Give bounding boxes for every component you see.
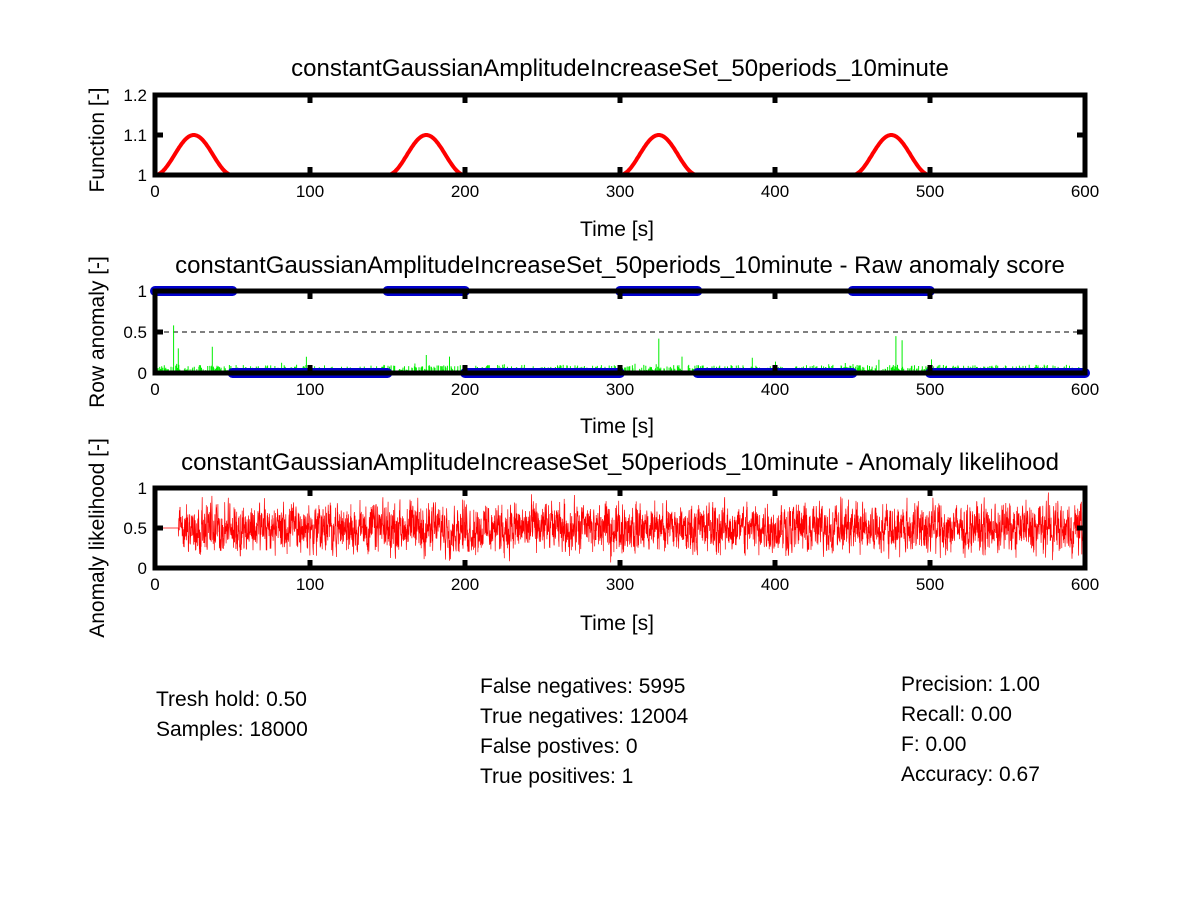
x-tick-label: 500 (916, 182, 944, 201)
stat-false-positives: False postives: 0 (480, 735, 638, 758)
x-tick-label: 500 (916, 380, 944, 399)
stat-false-negatives: False negatives: 5995 (480, 675, 686, 698)
x-tick-label: 300 (606, 380, 634, 399)
x-tick-label: 0 (150, 575, 159, 594)
likelihood-line (155, 492, 1085, 563)
y-tick-label: 1.1 (123, 126, 147, 145)
subplot-3-title: constantGaussianAmplitudeIncreaseSet_50p… (181, 449, 1059, 476)
stat-recall: Recall: 0.00 (901, 703, 1012, 726)
x-tick-label: 0 (150, 380, 159, 399)
y-tick-label: 1.2 (123, 86, 147, 105)
subplot-raw-anomaly: constantGaussianAmplitudeIncreaseSet_50p… (86, 252, 1099, 438)
subplot-2-title: constantGaussianAmplitudeIncreaseSet_50p… (175, 252, 1065, 279)
x-tick-label: 400 (761, 575, 789, 594)
stats-confusion: False negatives: 5995 True negatives: 12… (480, 672, 688, 792)
subplot-1-xlabel: Time [s] (580, 218, 654, 241)
stats-threshold-samples: Tresh hold: 0.50 Samples: 18000 (156, 685, 308, 745)
x-tick-label: 200 (451, 380, 479, 399)
stats-metrics: Precision: 1.00 Recall: 0.00 F: 0.00 Acc… (901, 670, 1040, 790)
stat-f: F: 0.00 (901, 733, 967, 756)
stat-true-positives: True positives: 1 (480, 765, 634, 788)
subplot-function: constantGaussianAmplitudeIncreaseSet_50p… (86, 55, 1099, 241)
y-tick-label: 0 (138, 559, 147, 578)
subplot-3-xlabel: Time [s] (580, 612, 654, 635)
subplot-2-xlabel: Time [s] (580, 415, 654, 438)
stat-samples: Samples: 18000 (156, 718, 308, 741)
x-tick-label: 500 (916, 575, 944, 594)
stat-precision: Precision: 1.00 (901, 673, 1040, 696)
subplot-3-ticks: 0 100 200 300 400 500 600 0 0.5 1 (123, 479, 1099, 594)
stat-threshold: Tresh hold: 0.50 (156, 688, 307, 711)
y-tick-label: 1 (138, 479, 147, 498)
subplot-1-ticks: 0 100 200 300 400 500 600 1 1.1 1.2 (123, 86, 1099, 201)
y-tick-label: 1 (138, 166, 147, 185)
stat-true-negatives: True negatives: 12004 (480, 705, 689, 728)
x-tick-label: 400 (761, 380, 789, 399)
x-tick-label: 200 (451, 575, 479, 594)
x-tick-label: 100 (296, 380, 324, 399)
x-tick-label: 0 (150, 182, 159, 201)
x-tick-label: 400 (761, 182, 789, 201)
subplot-1-axes-box (152, 92, 1088, 178)
x-tick-label: 200 (451, 182, 479, 201)
subplot-3-ylabel: Anomaly likelihood [-] (86, 438, 109, 638)
y-tick-label: 0.5 (123, 519, 147, 538)
stat-accuracy: Accuracy: 0.67 (901, 763, 1040, 786)
x-tick-label: 300 (606, 182, 634, 201)
likelihood-series (155, 492, 1085, 563)
x-tick-label: 600 (1071, 380, 1099, 399)
x-tick-label: 300 (606, 575, 634, 594)
x-tick-label: 100 (296, 575, 324, 594)
y-tick-label: 0.5 (123, 323, 147, 342)
subplot-1-title: constantGaussianAmplitudeIncreaseSet_50p… (291, 55, 949, 82)
subplot-2-ylabel: Row anomaly [-] (86, 256, 109, 408)
x-tick-label: 600 (1071, 575, 1099, 594)
subplot-2-ticks: 0 100 200 300 400 500 600 0 0.5 1 (123, 282, 1099, 399)
x-tick-label: 600 (1071, 182, 1099, 201)
subplot-likelihood: constantGaussianAmplitudeIncreaseSet_50p… (86, 438, 1099, 638)
y-tick-label: 0 (138, 364, 147, 383)
x-tick-label: 100 (296, 182, 324, 201)
y-tick-label: 1 (138, 282, 147, 301)
subplot-1-ylabel: Function [-] (86, 87, 109, 192)
